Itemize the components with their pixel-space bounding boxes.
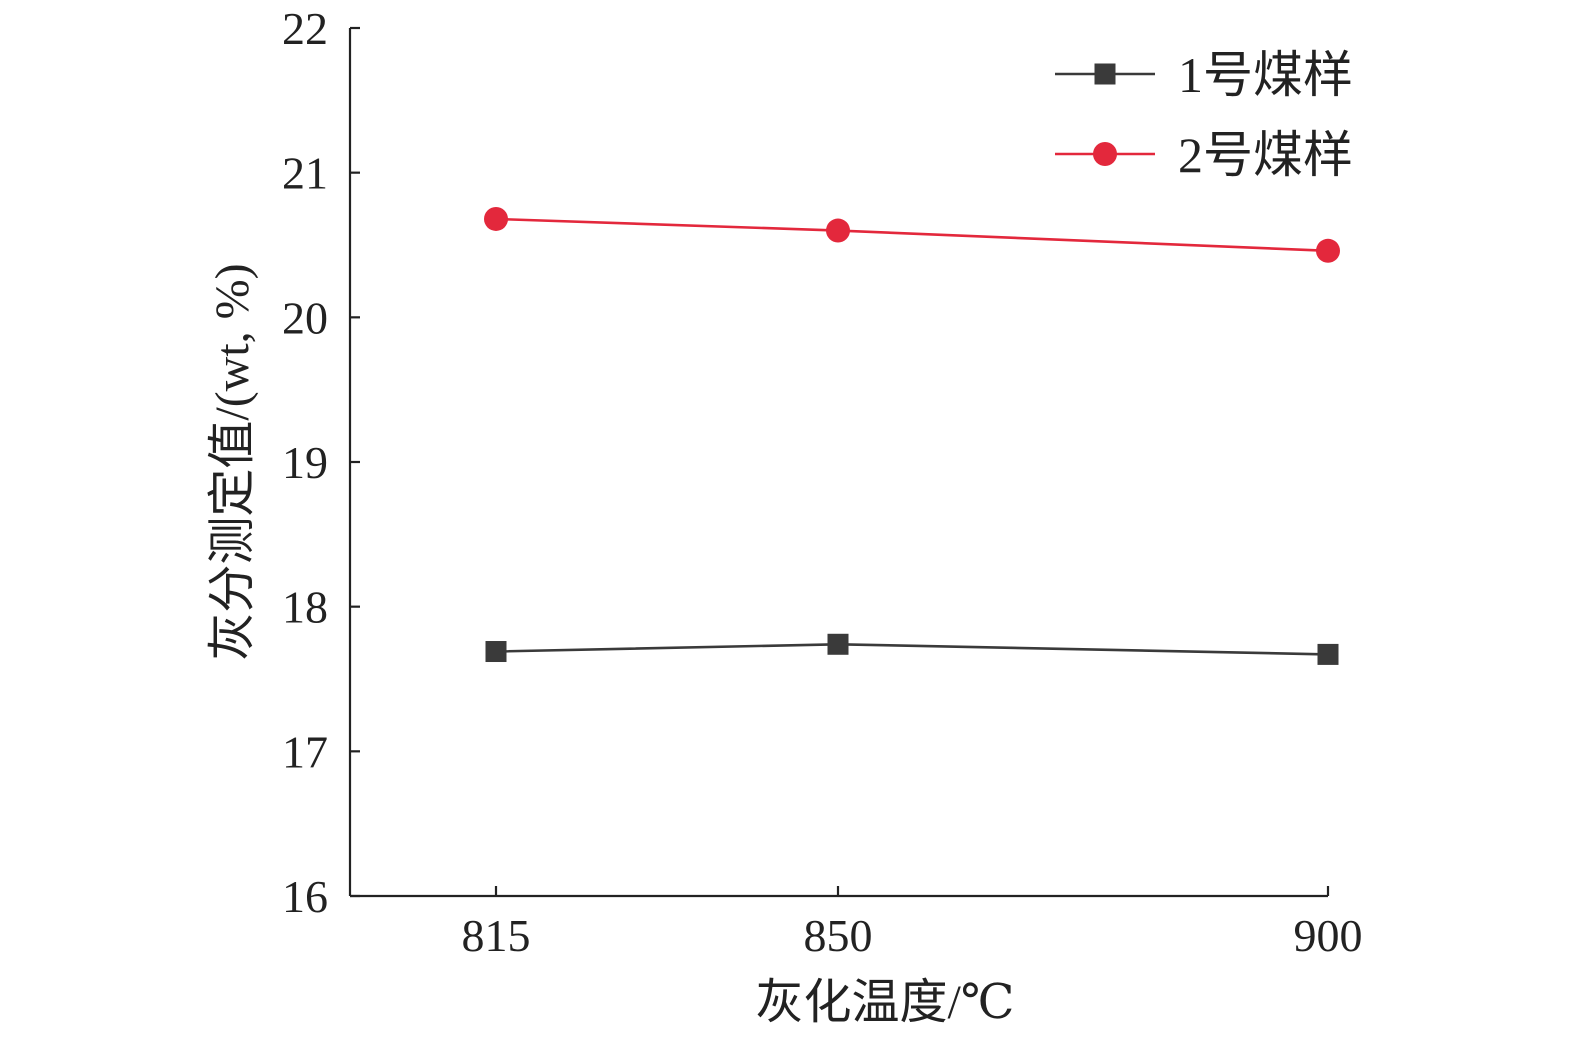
x-tick-label: 815 — [462, 910, 531, 961]
y-tick-label: 16 — [282, 871, 328, 922]
series-2 — [484, 206, 1340, 263]
legend-item-2: 2号煤样 — [1055, 127, 1353, 183]
legend-item-1: 1号煤样 — [1055, 47, 1353, 103]
series-line — [495, 217, 1329, 253]
y-tick-label: 18 — [282, 582, 328, 633]
data-point-circle — [484, 206, 508, 231]
data-point-square — [1317, 643, 1339, 665]
y-tick-label: 20 — [282, 292, 328, 343]
y-axis-title: 灰分测定值/(wt, %) — [206, 263, 259, 660]
y-tick-label: 22 — [282, 3, 328, 54]
series-line — [495, 642, 1329, 656]
series-group — [484, 206, 1340, 665]
x-tick-label: 900 — [1294, 910, 1363, 961]
data-point-square — [485, 641, 507, 663]
y-tick-label: 17 — [282, 726, 328, 777]
x-axis-title: 灰化温度/℃ — [755, 976, 1014, 1029]
legend-label: 2号煤样 — [1178, 127, 1353, 183]
legend-marker-circle — [1093, 142, 1117, 166]
y-axis-ticks: 16 17 18 19 20 21 22 — [282, 3, 360, 922]
legend-label: 1号煤样 — [1178, 47, 1353, 103]
x-axis-ticks: 815 850 900 — [462, 886, 1363, 961]
series-1 — [485, 633, 1339, 665]
data-point-circle — [826, 218, 850, 243]
data-point-circle — [1316, 238, 1340, 263]
y-tick-label: 21 — [282, 148, 328, 199]
legend-marker-square — [1094, 63, 1116, 85]
x-tick-label: 850 — [804, 910, 873, 961]
legend: 1号煤样 2号煤样 — [1055, 47, 1353, 183]
data-point-square — [827, 633, 849, 655]
y-tick-label: 19 — [282, 437, 328, 488]
